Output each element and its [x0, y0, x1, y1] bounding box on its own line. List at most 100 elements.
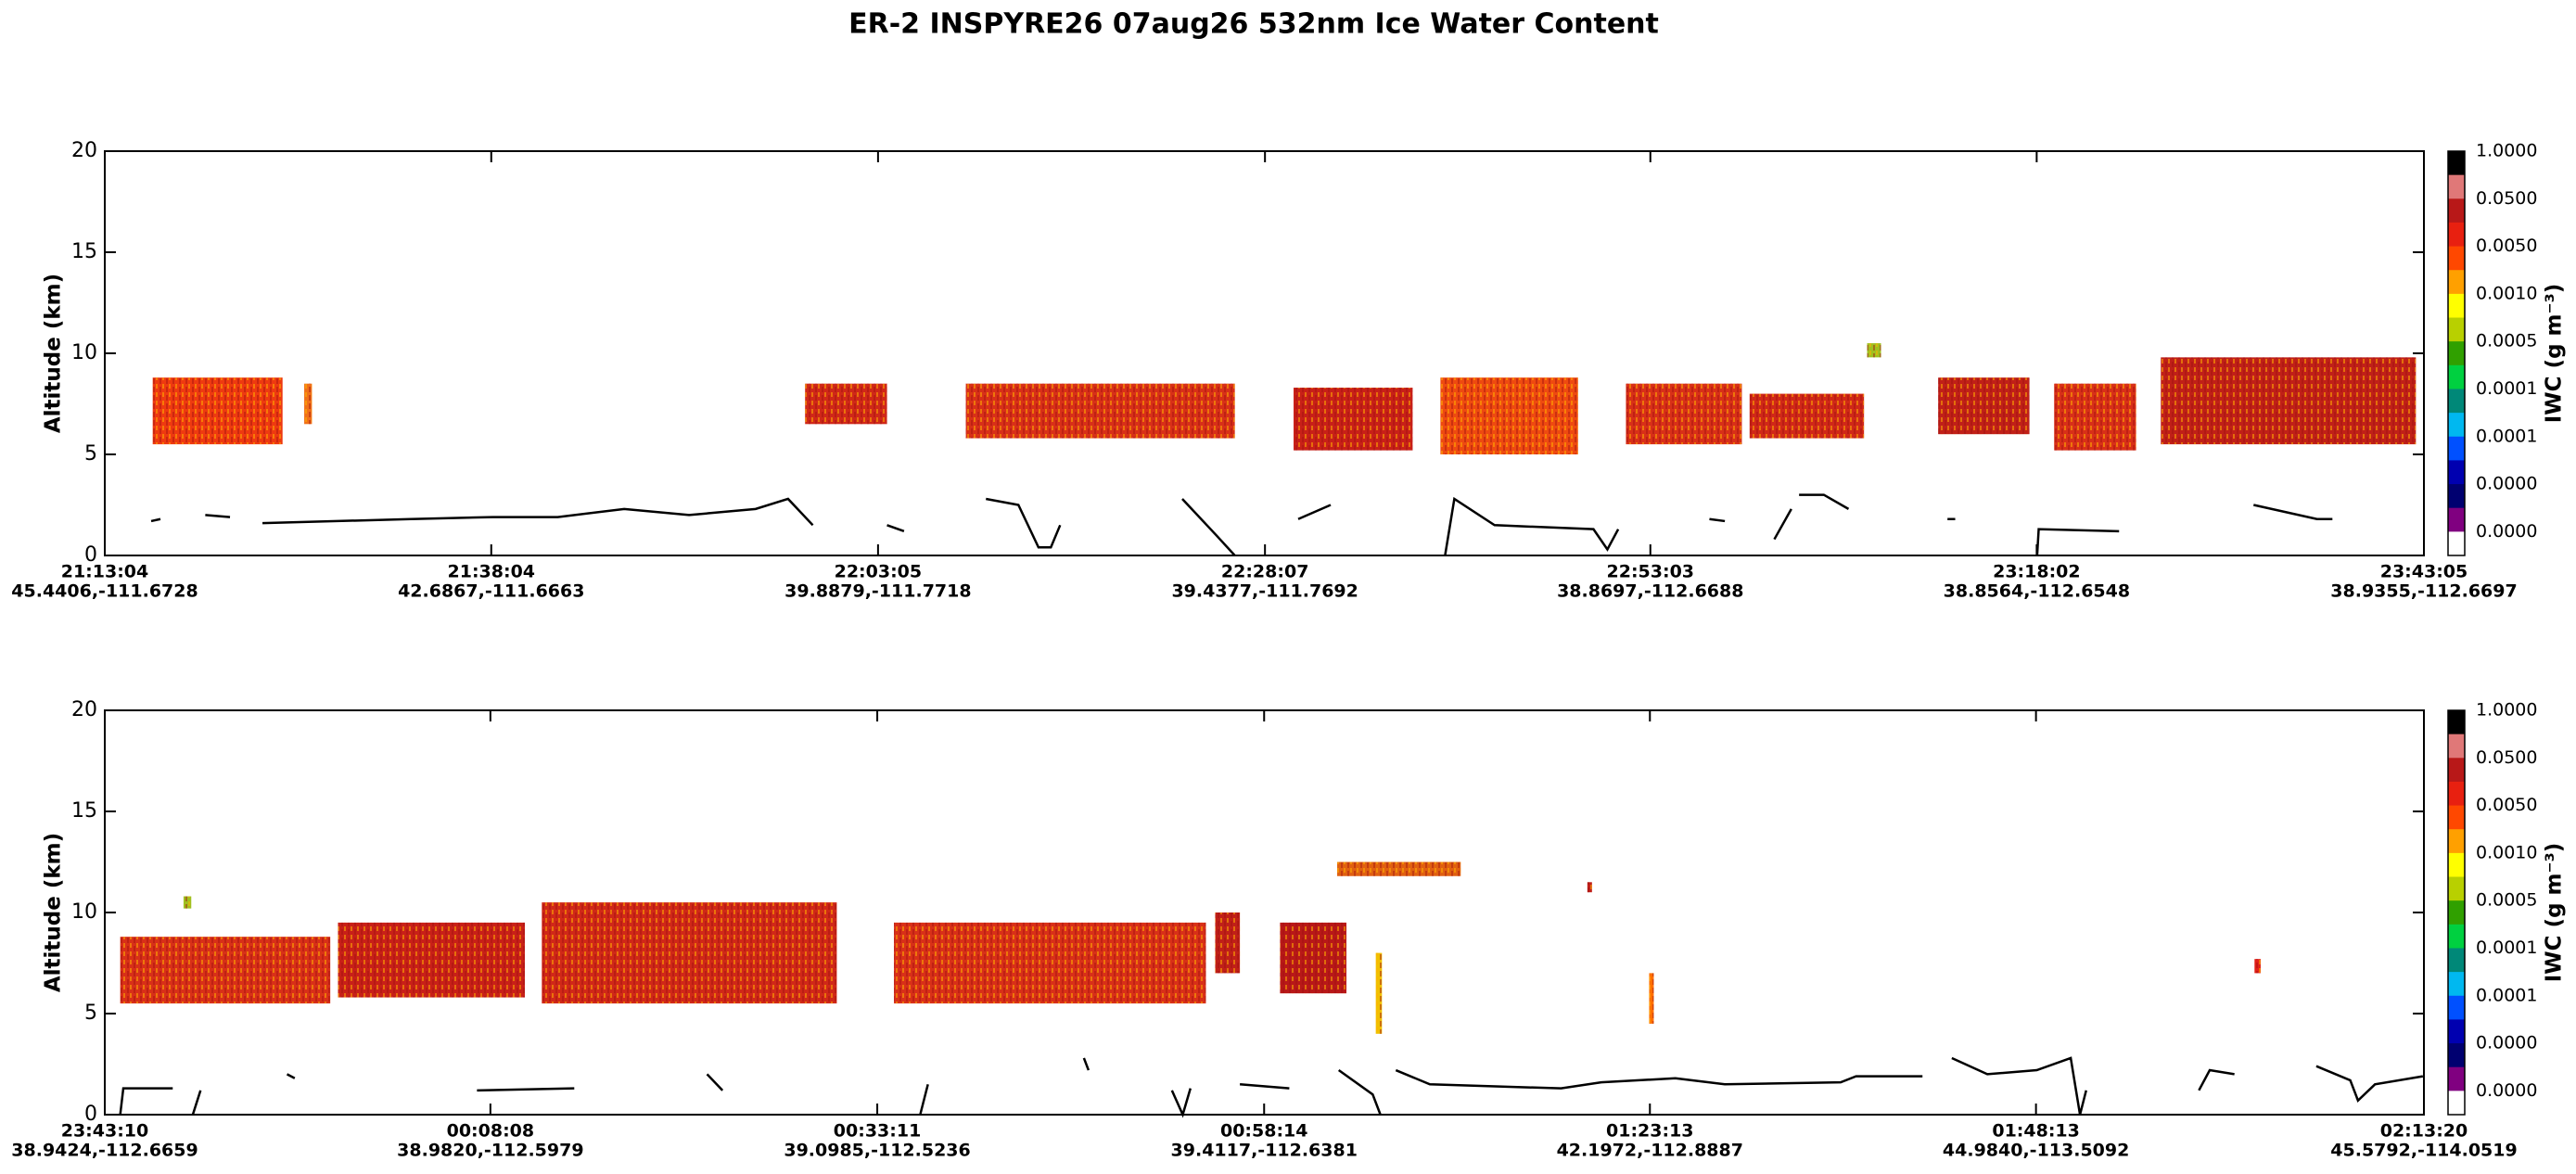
- x-tick-label: 22:28:07: [1221, 562, 1309, 582]
- surface-line: [205, 514, 231, 518]
- cloud-texture: [1626, 383, 1742, 445]
- colorbar-swatch: [2448, 972, 2465, 997]
- colorbar-label: 0.0001: [2476, 938, 2537, 958]
- x-tick-label: 22:03:05: [835, 562, 923, 582]
- x-tick-location: 45.4406,-111.6728: [11, 581, 198, 602]
- x-tick-location: 39.4377,-111.7692: [1171, 581, 1358, 602]
- x-tick-label: 00:58:14: [1220, 1121, 1308, 1142]
- colorbar-swatch: [2448, 758, 2465, 783]
- colorbar-swatch: [2448, 852, 2465, 878]
- y-tick-label: 20: [71, 139, 97, 162]
- y-axis-label: Altitude (km): [42, 274, 66, 433]
- surface-line: [1709, 517, 1726, 523]
- y-tick-label: 10: [71, 341, 97, 364]
- surface-line: [1951, 1056, 2087, 1116]
- surface-line: [1799, 493, 1850, 510]
- cloud-texture: [1938, 377, 2030, 435]
- surface-line: [286, 1073, 296, 1079]
- colorbar-frame: [2447, 150, 2466, 556]
- surface-line: [706, 1073, 724, 1091]
- colorbar-label: 0.0001: [2476, 426, 2537, 446]
- colorbar-swatch: [2448, 151, 2465, 176]
- colorbar-swatch: [2448, 995, 2465, 1020]
- x-tick-label: 23:43:05: [2380, 562, 2468, 582]
- cloud-texture: [542, 902, 837, 1004]
- colorbar-label: 0.0010: [2476, 283, 2537, 303]
- x-tick-label: 02:13:20: [2380, 1121, 2468, 1142]
- colorbar-swatch: [2448, 829, 2465, 854]
- x-tick-label: 23:43:10: [61, 1121, 149, 1142]
- colorbar-label: 0.0005: [2476, 331, 2537, 351]
- colorbar-swatch: [2448, 246, 2465, 271]
- y-tick-label: 5: [84, 442, 97, 466]
- x-tick-location: 39.0985,-112.5236: [784, 1141, 970, 1161]
- colorbar-label: 0.0000: [2476, 1033, 2537, 1053]
- colorbar-label: 0.0500: [2476, 188, 2537, 209]
- colorbar-label: 1.0000: [2476, 141, 2537, 161]
- x-tick-location: 39.4117,-112.6381: [1171, 1141, 1358, 1161]
- surface-line: [1337, 1069, 1382, 1116]
- surface-line: [2198, 1068, 2235, 1091]
- colorbar-swatch: [2448, 1019, 2465, 1044]
- y-tick-label: 0: [84, 1103, 97, 1126]
- plot-frame: [104, 150, 2425, 556]
- colorbar-swatch: [2448, 876, 2465, 901]
- colorbar-swatch: [2448, 948, 2465, 973]
- colorbar-swatch: [2448, 531, 2465, 556]
- colorbar-label: 0.0001: [2476, 985, 2537, 1005]
- plot-frame: [104, 709, 2425, 1116]
- cloud-texture: [1649, 973, 1654, 1024]
- colorbar-swatch: [2448, 341, 2465, 366]
- colorbar-label: 0.0500: [2476, 747, 2537, 768]
- surface-line: [150, 517, 161, 523]
- cloud-texture: [1867, 343, 1881, 358]
- x-tick-label: 23:18:02: [1993, 562, 2081, 582]
- colorbar-swatch: [2448, 1091, 2465, 1116]
- colorbar-label: 0.0000: [2476, 474, 2537, 494]
- x-tick-location: 44.9840,-113.5092: [1943, 1141, 2129, 1161]
- surface-line: [1240, 1083, 1290, 1090]
- surface-line: [1444, 496, 1620, 556]
- x-tick-location: 39.8879,-111.7718: [784, 581, 971, 602]
- colorbar-swatch: [2448, 413, 2465, 438]
- surface-line: [1082, 1057, 1090, 1071]
- colorbar-label: 0.0000: [2476, 521, 2537, 542]
- colorbar-swatch: [2448, 484, 2465, 509]
- y-tick-label: 10: [71, 900, 97, 924]
- cloud-texture: [1375, 952, 1383, 1034]
- x-tick-location: 38.9820,-112.5979: [397, 1141, 583, 1161]
- colorbar-swatch: [2448, 198, 2465, 223]
- x-tick-label: 21:13:04: [61, 562, 149, 582]
- colorbar-label: 0.0010: [2476, 842, 2537, 862]
- colorbar-label: 0.0050: [2476, 795, 2537, 815]
- x-tick-location: 38.8564,-112.6548: [1944, 581, 2130, 602]
- x-tick-label: 22:53:03: [1607, 562, 1695, 582]
- colorbar-label: 0.0050: [2476, 236, 2537, 256]
- colorbar-swatch: [2448, 710, 2465, 735]
- colorbar-swatch: [2448, 1066, 2465, 1091]
- cloud-texture: [1215, 912, 1241, 974]
- x-tick-location: 45.5792,-114.0519: [2330, 1141, 2517, 1161]
- x-tick-label: 21:38:04: [448, 562, 536, 582]
- cloud-texture: [965, 383, 1235, 439]
- y-tick-label: 5: [84, 1002, 97, 1025]
- y-tick-label: 15: [71, 240, 97, 263]
- colorbar-swatch: [2448, 924, 2465, 949]
- surface-line: [2253, 504, 2333, 521]
- surface-line: [1395, 1068, 1923, 1090]
- colorbar-swatch: [2448, 1043, 2465, 1068]
- colorbar-swatch: [2448, 805, 2465, 830]
- colorbar-swatch: [2448, 507, 2465, 532]
- x-tick-location: 38.9355,-112.6697: [2330, 581, 2517, 602]
- y-tick-label: 0: [84, 543, 97, 567]
- cloud-texture: [338, 922, 526, 998]
- colorbar-swatch: [2448, 174, 2465, 199]
- figure-title: ER-2 INSPYRE26 07aug26 532nm Ice Water C…: [848, 8, 1659, 41]
- x-tick-location: 38.9424,-112.6659: [11, 1141, 198, 1161]
- x-tick-location: 38.8697,-112.6688: [1557, 581, 1743, 602]
- colorbar-swatch: [2448, 317, 2465, 342]
- surface-line: [2315, 1065, 2424, 1103]
- cloud-texture: [894, 922, 1206, 1004]
